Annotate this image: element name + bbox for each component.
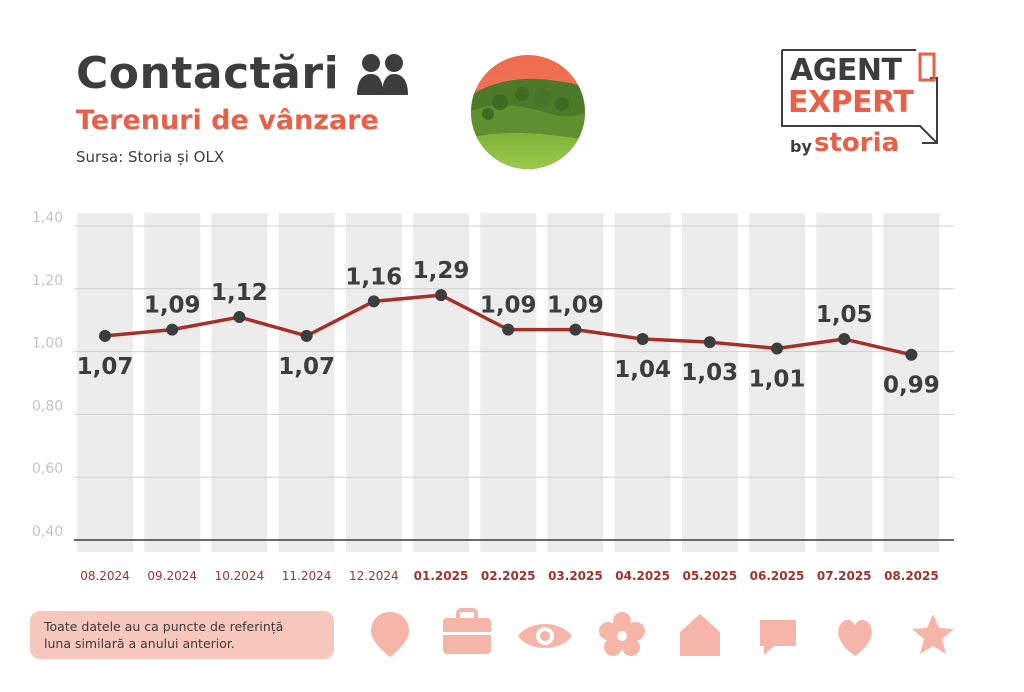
data-point [703,336,716,349]
y-tick-label: 0,80 [32,398,63,414]
home-icon [680,614,720,656]
reference-note: Toate datele au ca puncte de referință l… [30,611,334,659]
data-label: 1,07 [278,354,335,380]
column-band [345,213,402,552]
note-line-1: Toate datele au ca puncte de referință [44,619,284,634]
data-point [367,295,380,308]
y-tick-label: 1,40 [32,210,63,226]
column-band [77,213,133,552]
x-tick-label: 04.2025 [615,569,670,583]
data-point [636,333,649,346]
data-point [300,329,313,342]
chat-icon [760,620,796,655]
data-label: 0,99 [883,373,940,399]
star-icon [912,614,954,654]
x-tick-label: 10.2024 [215,569,265,583]
data-point [502,323,515,336]
data-label: 1,03 [681,360,738,386]
page-subtitle: Terenuri de vânzare [76,105,379,136]
y-tick-label: 0,60 [32,461,63,477]
x-tick-label: 12.2024 [349,569,399,583]
heart-icon [838,619,872,656]
data-label: 1,09 [547,293,604,319]
column-band [547,213,604,552]
column-band [883,213,940,552]
logo-agent-text: AGENT [790,53,902,88]
logo-brand-text: storia [814,128,900,158]
logo-by-text: by [790,137,812,156]
data-label: 1,05 [816,302,873,328]
location-pin-icon [371,612,409,657]
eye-icon [518,624,572,648]
users-icon [357,54,408,95]
data-label: 1,04 [614,357,671,383]
x-tick-label: 05.2025 [682,569,737,583]
data-label: 1,01 [749,366,806,392]
x-tick-label: 02.2025 [481,569,536,583]
source-text: Sursa: Storia și OLX [76,148,225,166]
x-tick-label: 11.2024 [282,569,332,583]
data-point [99,329,111,342]
landscape-photo [471,55,585,169]
briefcase-icon [443,608,491,654]
data-point [905,348,918,361]
data-point [569,323,582,336]
column-band [614,213,671,552]
x-tick-label: 06.2025 [750,569,805,583]
column-band [681,213,738,552]
data-label: 1,12 [211,280,268,306]
data-label: 1,29 [413,258,470,284]
column-band [144,213,201,552]
data-label: 1,09 [144,293,201,319]
data-point [771,342,783,355]
x-tick-label: 08.2025 [884,569,939,583]
column-band [749,213,805,552]
logo-expert-text: EXPERT [788,85,914,120]
flower-icon [599,612,645,656]
x-tick-label: 09.2024 [147,569,197,583]
y-tick-label: 1,20 [32,273,63,289]
data-point [233,311,246,324]
column-band [211,213,268,552]
y-tick-label: 0,40 [32,524,63,540]
x-tick-label: 01.2025 [414,569,469,583]
note-line-2: luna similară a anului anterior. [44,636,235,651]
data-label: 1,07 [77,354,134,380]
data-label: 1,09 [480,293,537,319]
y-tick-label: 1,00 [32,336,63,352]
column-band [816,213,873,552]
data-point [435,289,447,302]
x-tick-label: 07.2025 [817,569,872,583]
logo-frame [781,49,938,144]
data-label: 1,16 [345,264,402,290]
column-band [480,213,537,552]
page-title: Contactări [76,48,340,99]
column-band [413,213,469,552]
data-point [838,333,851,346]
line-chart: 0,40 0,60 0,80 1,00 1,20 1,40 1,07 1,09 1,12 1,07… [32,210,954,583]
x-tick-label: 03.2025 [548,569,603,583]
column-band [278,213,335,552]
x-tick-label: 08.2024 [80,569,130,583]
data-point [166,323,179,336]
